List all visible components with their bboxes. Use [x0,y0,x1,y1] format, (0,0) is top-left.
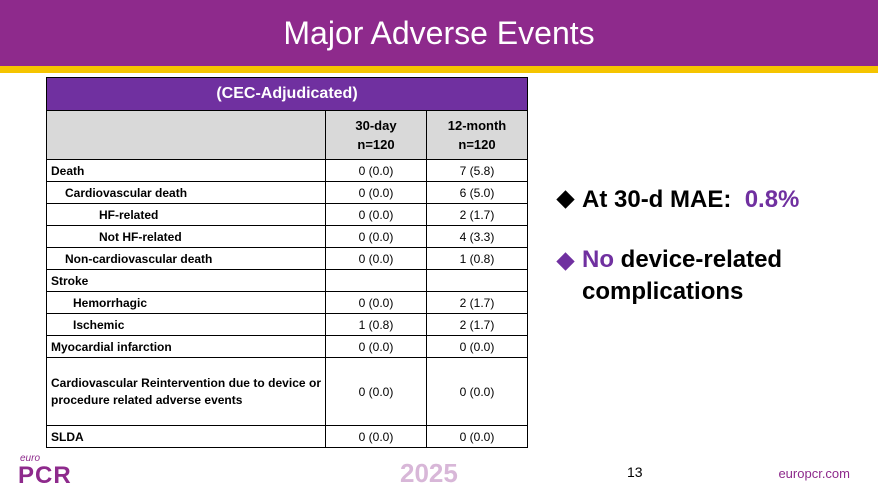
bullet-complications-text: No device-related complications [582,244,856,308]
table-row: Not HF-related 0 (0.0) 4 (3.3) [46,225,528,248]
value-30-day: 0 (0.0) [325,247,427,270]
header-30-day: 30-day n=120 [325,110,427,160]
row-label: Cardiovascular death [46,181,326,204]
table-row: Hemorrhagic 0 (0.0) 2 (1.7) [46,291,528,314]
bullet-mae-value: 0.8% [744,186,800,213]
value-12-month: 4 (3.3) [426,225,528,248]
value-30-day: 0 (0.0) [325,159,427,182]
table-row: HF-related 0 (0.0) 2 (1.7) [46,203,528,226]
value-30-day: 0 (0.0) [325,203,427,226]
table-caption: (CEC-Adjudicated) [46,77,528,111]
table-row: Non-cardiovascular death 0 (0.0) 1 (0.8) [46,247,528,270]
diamond-bullet-icon [556,252,575,271]
row-label: Non-cardiovascular death [46,247,326,270]
table-row: Stroke [46,269,528,292]
slide-title: Major Adverse Events [283,14,595,51]
accent-bar [0,66,878,73]
logo-pcr: PCR [18,462,72,489]
footer-year: 2025 [400,458,458,488]
bullet-highlight: No [582,246,614,273]
row-label: Myocardial infarction [46,335,326,358]
bullet-mae-label: At 30-d MAE: [582,186,732,213]
row-label: Cardiovascular Reintervention due to dev… [46,357,326,426]
title-banner: Major Adverse Events [0,0,878,66]
europcr-logo: euro PCR [18,454,72,488]
value-12-month: 0 (0.0) [426,357,528,426]
row-label: Not HF-related [46,225,326,248]
value-30-day: 0 (0.0) [325,335,427,358]
row-label: Hemorrhagic [46,291,326,314]
header-blank-cell [46,110,326,160]
value-12-month: 2 (1.7) [426,291,528,314]
bullet-complications-label: device-related complications [582,246,783,305]
value-12-month: 6 (5.0) [426,181,528,204]
value-30-day: 0 (0.0) [325,357,427,426]
logo-euro: euro [20,453,41,464]
key-findings: At 30-d MAE: 0.8% No device-related comp… [556,186,856,308]
row-label: Death [46,159,326,182]
row-label: HF-related [46,203,326,226]
value-30-day [325,269,427,292]
header-30-day-n: n=120 [357,137,395,152]
header-12-month: 12-month n=120 [426,110,528,160]
value-12-month: 7 (5.8) [426,159,528,182]
website-link[interactable]: europcr.com [778,466,850,481]
page-number: 13 [627,464,643,480]
bullet-mae: At 30-d MAE: 0.8% [556,186,856,214]
value-12-month: 2 (1.7) [426,203,528,226]
header-30-day-period: 30-day [355,118,397,133]
row-label: Stroke [46,269,326,292]
value-30-day: 0 (0.0) [325,181,427,204]
bullet-mae-text: At 30-d MAE: 0.8% [582,186,799,214]
table-row: Ischemic 1 (0.8) 2 (1.7) [46,313,528,336]
value-12-month: 1 (0.8) [426,247,528,270]
row-label: SLDA [46,425,326,448]
value-12-month: 0 (0.0) [426,335,528,358]
header-12-month-period: 12-month [447,118,507,133]
row-label: Ischemic [46,313,326,336]
table-header-row: 30-day n=120 12-month n=120 [46,110,528,160]
value-12-month [426,269,528,292]
table-row: Cardiovascular death 0 (0.0) 6 (5.0) [46,181,528,204]
adverse-events-table: (CEC-Adjudicated) 30-day n=120 12-month n=… [46,77,528,448]
bullet-complications: No device-related complications [556,246,856,308]
diamond-bullet-icon [556,190,575,209]
table-row: Death 0 (0.0) 7 (5.8) [46,159,528,182]
value-30-day: 0 (0.0) [325,425,427,448]
value-30-day: 0 (0.0) [325,291,427,314]
table-caption-row: (CEC-Adjudicated) [46,77,528,111]
value-12-month: 2 (1.7) [426,313,528,336]
table-row: Cardiovascular Reintervention due to dev… [46,357,528,426]
header-12-month-n: n=120 [458,137,496,152]
value-30-day: 1 (0.8) [325,313,427,336]
value-30-day: 0 (0.0) [325,225,427,248]
table-row: SLDA 0 (0.0) 0 (0.0) [46,425,528,448]
value-12-month: 0 (0.0) [426,425,528,448]
table-row: Myocardial infarction 0 (0.0) 0 (0.0) [46,335,528,358]
